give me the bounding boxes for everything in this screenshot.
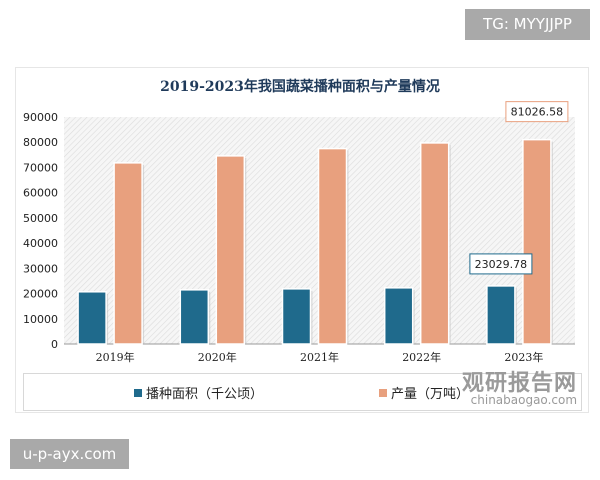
y-tick-label: 40000 — [23, 237, 58, 250]
y-tick-label: 10000 — [23, 313, 58, 326]
y-tick-label: 80000 — [23, 136, 58, 149]
legend-label-output: 产量（万吨） — [391, 387, 470, 402]
legend-label-area: 播种面积（千公顷） — [146, 387, 264, 402]
chart-title: 2019-2023年我国蔬菜播种面积与产量情况 — [160, 79, 440, 95]
y-tick-label: 90000 — [23, 111, 58, 124]
watermark-bottom: u-p-ayx.com — [10, 439, 129, 469]
x-tick-label: 2020年 — [198, 350, 237, 364]
data-label: 23029.78 — [475, 258, 528, 271]
data-label-box — [469, 253, 533, 275]
legend-swatch-output — [379, 388, 387, 397]
y-tick-label: 20000 — [23, 288, 58, 301]
y-tick-label: 70000 — [23, 161, 58, 174]
data-label: 81026.58 — [511, 106, 564, 119]
logo-en: chinabaogao.com — [470, 393, 578, 407]
legend-item-area: 播种面积（千公顷） — [134, 383, 263, 402]
bar-area — [383, 287, 414, 345]
bar-output — [419, 142, 450, 345]
y-tick-label: 0 — [51, 338, 58, 351]
watermark-top: TG: MYYJJPP — [465, 9, 590, 40]
data-label-box — [505, 101, 569, 123]
bar-output — [522, 138, 552, 345]
logo-watermark: 观研报告网 chinabaogao.com — [462, 365, 577, 407]
x-tick-label: 2019年 — [96, 350, 135, 364]
legend-item-output: 产量（万吨） — [379, 383, 469, 402]
x-tick-label: 2023年 — [504, 350, 543, 364]
legend: 播种面积（千公顷） 产量（万吨） — [23, 373, 582, 411]
bar-area — [486, 285, 516, 345]
logo-cn: 观研报告网 — [462, 371, 578, 396]
x-tick-label: 2022年 — [402, 350, 441, 364]
bar-output — [317, 147, 348, 345]
x-tick-label: 2021年 — [300, 350, 339, 364]
legend-swatch-area — [134, 388, 142, 397]
y-tick-label: 50000 — [23, 212, 58, 225]
bar-area — [281, 288, 312, 345]
y-tick-label: 60000 — [23, 187, 58, 200]
bar-output — [215, 155, 246, 345]
bar-output — [113, 162, 143, 345]
bar-area — [179, 289, 210, 345]
y-tick-label: 30000 — [23, 262, 58, 275]
bar-area — [77, 291, 107, 345]
